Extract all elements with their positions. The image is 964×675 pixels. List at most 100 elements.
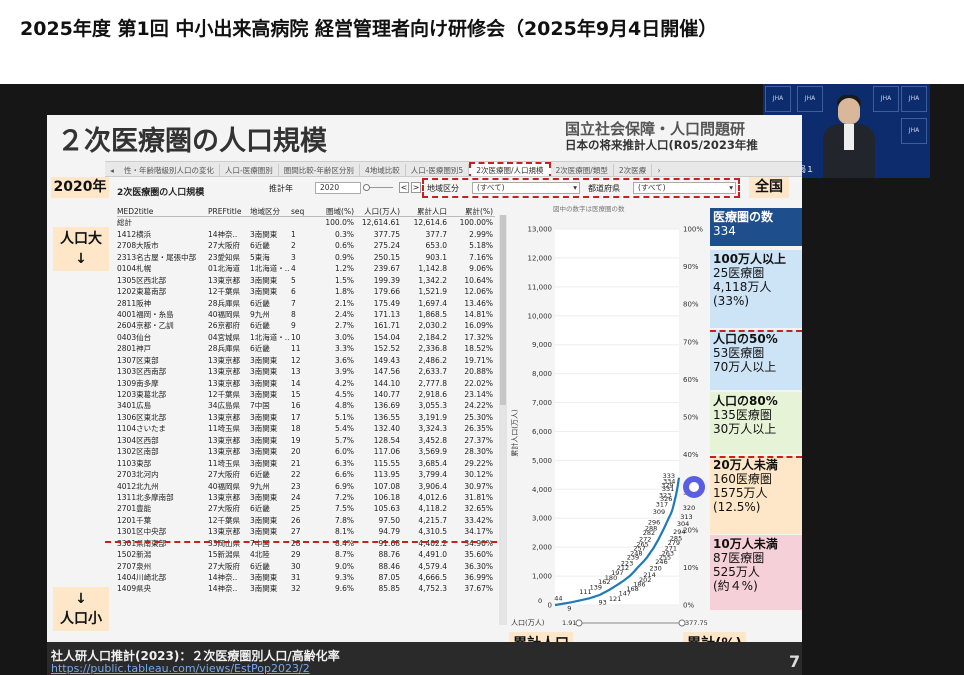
table-cell: 12,614.6 [413, 218, 447, 228]
info-box: 人口の50% 53医療圏 70万人以上 [710, 330, 802, 390]
table-row[interactable]: 1201千葉 12千葉県 3南関東 26 7.8% 97.50 4,215.7 33.42% [117, 515, 495, 526]
table-row[interactable]: 1203東葛北部 12千葉県 3南関東 15 4.5% 140.77 2,918.6 23.1… [117, 389, 495, 400]
table-cell: 6.9% [334, 481, 354, 491]
column-header[interactable]: 累計(%) [465, 207, 493, 216]
table-cell: 5.7% [334, 435, 354, 445]
table-cell: 14神奈.. [208, 229, 238, 239]
table-row[interactable]: 1306区東北部 13東京都 3南関東 17 5.1% 136.55 3,191.9 25.3… [117, 412, 495, 423]
table-cell: 161.71 [373, 321, 400, 331]
table-scrollbar[interactable] [499, 215, 507, 625]
tab[interactable]: 2次医療 [614, 164, 653, 176]
table-row[interactable]: 3401広島 34広島県 7中国 16 4.8% 136.69 3,055.3 24.22% [117, 400, 495, 411]
table-row[interactable]: 1412横浜 14神奈.. 3南関東 1 0.3% 377.75 377.7 2.99% [117, 229, 495, 240]
table-row[interactable]: 1409県央 14神奈.. 3南関東 32 9.6% 85.85 4,752.3 37.67% [117, 583, 495, 594]
table-row[interactable]: 4001福岡・糸島 40福岡県 9九州 8 2.4% 171.13 1,868.5 14.81… [117, 309, 495, 320]
source-link[interactable]: https://public.tableau.com/views/EstPop2… [51, 662, 310, 675]
table-cell: 1309南多摩 [117, 378, 159, 388]
tab-scroll-right-icon[interactable]: › [657, 166, 661, 175]
table-cell: 11埼玉県 [208, 458, 241, 468]
table-row[interactable]: 2701豊能 27大阪府 6近畿 25 7.5% 105.63 4,118.2 32.65% [117, 503, 495, 514]
region-select[interactable]: (すべて) ▾ [472, 182, 580, 194]
table-cell: 33.42% [464, 515, 493, 525]
table-cell: 13東京都 [208, 275, 241, 285]
table-cell: 117.06 [373, 447, 400, 457]
table-row[interactable]: 1305区西北部 13東京都 3南関東 5 1.5% 199.39 1,342.2 10.64… [117, 275, 495, 286]
table-row[interactable]: 1307区東部 13東京都 3南関東 12 3.6% 149.43 2,486.2 19.71… [117, 355, 495, 366]
column-header[interactable]: MED2title [117, 207, 154, 216]
column-header[interactable]: 圏域(%) [326, 207, 354, 216]
table-cell: 1104さいたま [117, 424, 166, 434]
table-cell: 377.7 [425, 229, 447, 239]
tab-active[interactable]: 2次医療圏/人口規模 [469, 162, 551, 176]
table-cell: 30.12% [464, 470, 493, 480]
tab-scroll-left-icon[interactable]: ◂ [110, 166, 114, 175]
y2-tick-label: 50% [683, 414, 699, 422]
x-range-min-handle[interactable] [575, 619, 583, 627]
table-row[interactable]: 1502新潟 15新潟県 4北陸 29 8.7% 88.76 4,491.0 35.60% [117, 549, 495, 560]
table-row[interactable]: 0104札幌 01北海道 1北海道・.. 4 1.2% 239.67 1,142.8 9.06… [117, 263, 495, 274]
year-input[interactable]: 2020 [315, 182, 361, 194]
table-row[interactable]: 2801神戸 28兵庫県 6近畿 11 3.3% 152.52 2,336.8 18.52% [117, 343, 495, 354]
table-row[interactable]: 2313名古屋・尾張中部 23愛知県 5東海 3 0.9% 250.15 903.1 7.16… [117, 252, 495, 263]
table-row[interactable]: 2703北河内 27大阪府 6近畿 22 6.6% 113.95 3,799.4 30.12% [117, 469, 495, 480]
y-tick-label: 2,000 [532, 544, 552, 552]
table-row[interactable]: 1104さいたま 11埼玉県 3南関東 18 5.4% 132.40 3,324.3 26.3… [117, 423, 495, 434]
table-row[interactable]: 0403仙台 04宮城県 1北海道・.. 10 3.0% 154.04 2,184.2 17.… [117, 332, 495, 343]
tab[interactable]: 性・年齢階級別人口の変化 [119, 164, 220, 176]
column-header[interactable]: 地域区分 [250, 207, 280, 216]
year-next-button[interactable]: > [411, 182, 421, 193]
table-cell: 5.1% [334, 412, 354, 422]
table-row[interactable]: 2707泉州 27大阪府 6近畿 30 9.0% 88.46 4,579.4 36.30% [117, 561, 495, 572]
table-row[interactable]: 2708大阪市 27大阪府 6近畿 2 0.6% 275.24 653.0 5.18% [117, 240, 495, 251]
column-header[interactable]: PREFtitle [208, 207, 242, 216]
table-cell: 147.56 [373, 367, 400, 377]
pref-select[interactable]: (すべて) ▾ [633, 182, 736, 194]
table-cell: 2,777.8 [418, 378, 447, 388]
table-total-row[interactable]: 総計 100.0% 12,614.61 12,614.6 100.00% [117, 217, 495, 228]
down-arrow-icon: ↓ [75, 251, 87, 267]
info-box: 人口の80% 135医療圏 30万人以上 [710, 392, 802, 454]
table-cell: 2,184.2 [418, 332, 447, 342]
table-row[interactable]: 3301県南東部 33岡山県 7中国 28 8.4% 91.68 4,402.2 34.90% [117, 538, 495, 549]
year-prev-button[interactable]: < [399, 182, 409, 193]
table-row[interactable]: 1303区西南部 13東京都 3南関東 13 3.9% 147.56 2,633.7 20.8… [117, 366, 495, 377]
tab[interactable]: 人口-医療圏別5 [406, 164, 470, 176]
table-cell: 3南関東 [250, 367, 278, 377]
y-tick-label: 0 [548, 602, 552, 610]
table-row[interactable]: 1309南多摩 13東京都 3南関東 14 4.2% 144.10 2,777.8 22.02… [117, 378, 495, 389]
table-cell: 1307区東部 [117, 355, 159, 365]
tab[interactable]: 4地域比較 [360, 164, 406, 176]
table-row[interactable]: 1103東部 11埼玉県 3南関東 21 6.3% 115.55 3,685.4 29.22% [117, 458, 495, 469]
table-cell: 128.54 [373, 435, 400, 445]
table-row[interactable]: 4012北九州 40福岡県 9九州 23 6.9% 107.08 3,906.4 30.97% [117, 481, 495, 492]
table-scrollbar-thumb[interactable] [500, 215, 506, 405]
table-row[interactable]: 1311北多摩南部 13東京都 3南関東 24 7.2% 106.18 4,012.6 31.… [117, 492, 495, 503]
table-row[interactable]: 2604京都・乙訓 26京都府 6近畿 9 2.7% 161.71 2,030.2 16.09… [117, 320, 495, 331]
table-row[interactable]: 1404川崎北部 14神奈.. 3南関東 31 9.3% 87.05 4,666.5 36.9… [117, 572, 495, 583]
column-header[interactable]: 累計人口 [417, 207, 447, 216]
table-row[interactable]: 1301区中央部 13東京都 3南関東 27 8.1% 94.79 4,310.5 34.17… [117, 526, 495, 537]
table-row[interactable]: 1202東葛南部 12千葉県 3南関東 6 1.8% 179.66 1,521.9 12.06… [117, 286, 495, 297]
tab[interactable]: 人口-医療圏別 [220, 164, 279, 176]
table-row[interactable]: 2811阪神 28兵庫県 6近畿 7 2.1% 175.49 1,697.4 13.46% [117, 298, 495, 309]
tab[interactable]: 圏間比較-年齢区分別 [279, 164, 360, 176]
page-title: 2025年度 第1回 中小出来高病院 経営管理者向け研修会（2025年9月4日開… [20, 18, 718, 40]
table-cell: 01北海道 [208, 264, 241, 274]
year-slider-handle[interactable] [363, 184, 370, 191]
tab[interactable]: 2次医療圏/類型 [551, 164, 614, 176]
table-cell: 1北海道・.. [250, 264, 290, 274]
table-cell: 0.6% [334, 241, 354, 251]
x-range-max-handle[interactable] [678, 619, 686, 627]
table-cell: 3.6% [334, 355, 354, 365]
x-range-min: 1.91 [562, 619, 576, 627]
table-row[interactable]: 1304区西部 13東京都 3南関東 19 5.7% 128.54 3,452.8 27.37… [117, 435, 495, 446]
year-slider-track[interactable] [365, 187, 393, 188]
table-cell: 149.43 [373, 355, 400, 365]
column-header[interactable]: seq [291, 207, 305, 216]
table-cell: 1,868.5 [418, 309, 447, 319]
column-header[interactable]: 人口(万人) [364, 207, 400, 216]
point-label: 186 [633, 580, 645, 588]
divider-20 [710, 456, 802, 458]
table-row[interactable]: 1302区南部 13東京都 3南関東 20 6.0% 117.06 3,569.9 28.30… [117, 446, 495, 457]
